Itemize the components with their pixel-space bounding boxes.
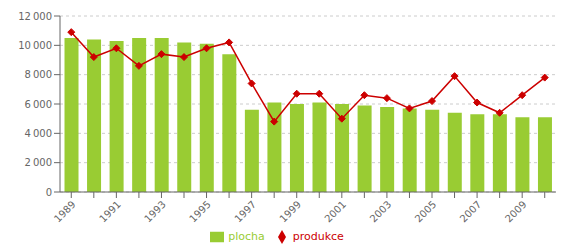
svg-text:1993: 1993 (142, 199, 168, 225)
svg-text:8 000: 8 000 (25, 69, 52, 80)
svg-text:6 000: 6 000 (25, 99, 52, 110)
svg-text:2003: 2003 (368, 199, 394, 225)
svg-text:12 000: 12 000 (18, 11, 52, 22)
svg-text:2001: 2001 (322, 199, 348, 225)
svg-text:1991: 1991 (97, 199, 123, 225)
svg-text:2007: 2007 (458, 199, 484, 225)
svg-text:1995: 1995 (187, 199, 213, 225)
html-text:produkce: produkce (292, 230, 344, 243)
svg-text:2 000: 2 000 (25, 157, 52, 168)
svg-text:4 000: 4 000 (25, 128, 52, 139)
svg-text:0: 0 (46, 187, 52, 198)
svg-text:1997: 1997 (232, 199, 258, 225)
svg-text:2009: 2009 (503, 199, 529, 225)
html-text:plocha: plocha (228, 230, 265, 243)
svg-text:1999: 1999 (277, 199, 303, 225)
svg-text:10 000: 10 000 (18, 40, 52, 51)
svg-text:2005: 2005 (413, 199, 439, 225)
svg-text:1989: 1989 (52, 199, 78, 225)
